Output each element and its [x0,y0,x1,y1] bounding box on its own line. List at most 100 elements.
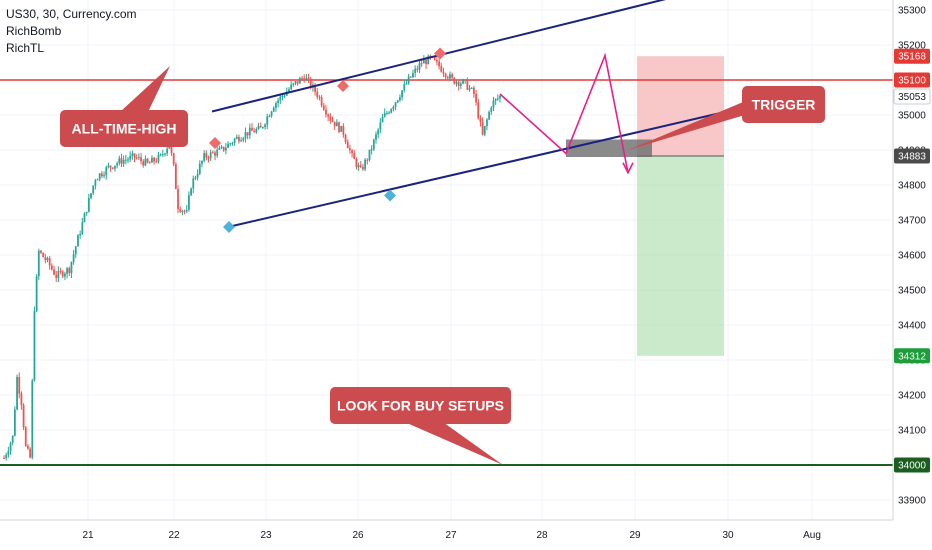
candle-body [442,71,445,74]
indicator-richtl[interactable]: RichTL [6,41,45,55]
candle-body [131,153,134,156]
price-badge-label: 34312 [898,351,926,362]
candle-body [18,376,21,394]
candle-body [46,258,49,261]
x-tick-label: 21 [82,530,94,541]
candle-body [183,210,186,212]
candle-body [94,180,97,186]
candle-body [446,77,449,79]
candle-body [403,84,406,91]
candle-body [177,189,179,210]
candle-body [494,98,497,101]
candle-body [118,158,121,164]
candle-body [466,79,469,90]
candle-body [92,185,95,194]
candle-body [459,83,462,86]
candle-body [11,435,14,443]
trigger-callout[interactable]: TRIGGER [628,86,825,150]
candle-body [27,446,29,449]
trigger-callout-box [742,86,825,123]
price-badge [894,48,930,64]
candle-body [181,210,184,212]
candle-body [105,167,108,176]
candle-body [281,96,284,98]
symbol-title[interactable]: US30, 30, Currency.com [6,7,137,21]
candle-body [472,87,475,94]
projected-path[interactable] [499,52,629,173]
candle-body [42,252,45,258]
x-tick-label: 26 [352,530,364,541]
x-tick-label: 27 [445,530,457,541]
projected-path-arrowhead [622,162,634,175]
candle-body [436,59,438,62]
candle-body [462,79,464,84]
candle-body [307,77,310,79]
candle-body [194,177,197,179]
candle-body [179,209,182,212]
candle-body [438,61,440,67]
candle-body [103,175,105,177]
candle-body [174,164,177,190]
candle-body [357,165,360,168]
candle-body [120,158,123,164]
candle-body [53,269,55,275]
candle-body [277,100,280,104]
take-profit-zone [637,155,724,356]
candle-body [283,95,286,97]
y-tick-label: 34700 [898,216,926,227]
candle-body [492,100,495,108]
candle-body [164,153,166,155]
candle-body [220,146,223,148]
candle-body [470,87,473,89]
candle-body [114,165,116,169]
plot-area[interactable] [0,0,893,520]
candle-body [222,146,225,151]
candle-body [427,55,430,65]
candles [3,54,501,461]
candle-body [59,270,62,272]
candle-body [57,270,60,278]
candle-body [29,448,32,458]
indicator-richbomb[interactable]: RichBomb [6,24,62,38]
price-badge [894,457,930,473]
candle-body [383,113,386,117]
candle-body [66,268,68,274]
candle-body [209,152,212,159]
price-badge [894,72,930,88]
candle-body [420,63,423,65]
x-axis[interactable]: 21 22 23 26 27 28 29 30 Aug [82,530,820,541]
candle-body [166,148,169,154]
candle-body [198,163,201,174]
candle-body [246,132,249,136]
ath-callout[interactable]: ALL-TIME-HIGH [60,66,188,147]
x-tick-label: 23 [260,530,272,541]
candle-body [214,152,216,156]
y-tick-label: 35300 [898,6,926,17]
candle-body [127,159,129,161]
candle-body [20,393,23,406]
candle-body [416,68,419,70]
trigger-callout-pointer [628,100,748,150]
candle-body [449,74,451,79]
buy-callout[interactable]: LOOK FOR BUY SETUPS [330,387,511,465]
candle-body [477,102,480,119]
candle-body [362,167,364,170]
candle-body [327,114,330,117]
candle-body [296,81,299,84]
candle-body [322,105,325,110]
price-badge-label: 35053 [898,92,926,103]
candle-body [294,81,297,84]
candle-body [31,380,34,458]
candle-body [309,78,312,88]
candle-body [272,107,275,112]
candle-body [266,116,269,125]
candle-body [90,193,92,198]
candle-body [251,127,253,131]
candle-body [318,96,321,98]
channel-lower-line[interactable] [227,110,728,228]
x-tick-label: 30 [722,530,734,541]
candle-body [87,197,90,212]
candle-body [468,88,471,90]
candle-body [264,124,266,128]
